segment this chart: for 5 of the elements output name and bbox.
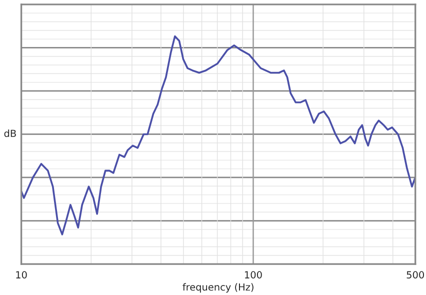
- x-axis-title: frequency (Hz): [182, 283, 254, 293]
- x-tick-label: 100: [245, 271, 262, 278]
- y-axis-title: dB: [4, 130, 16, 138]
- x-tick-label: 10: [16, 271, 27, 278]
- x-tick-label: 500: [406, 271, 424, 278]
